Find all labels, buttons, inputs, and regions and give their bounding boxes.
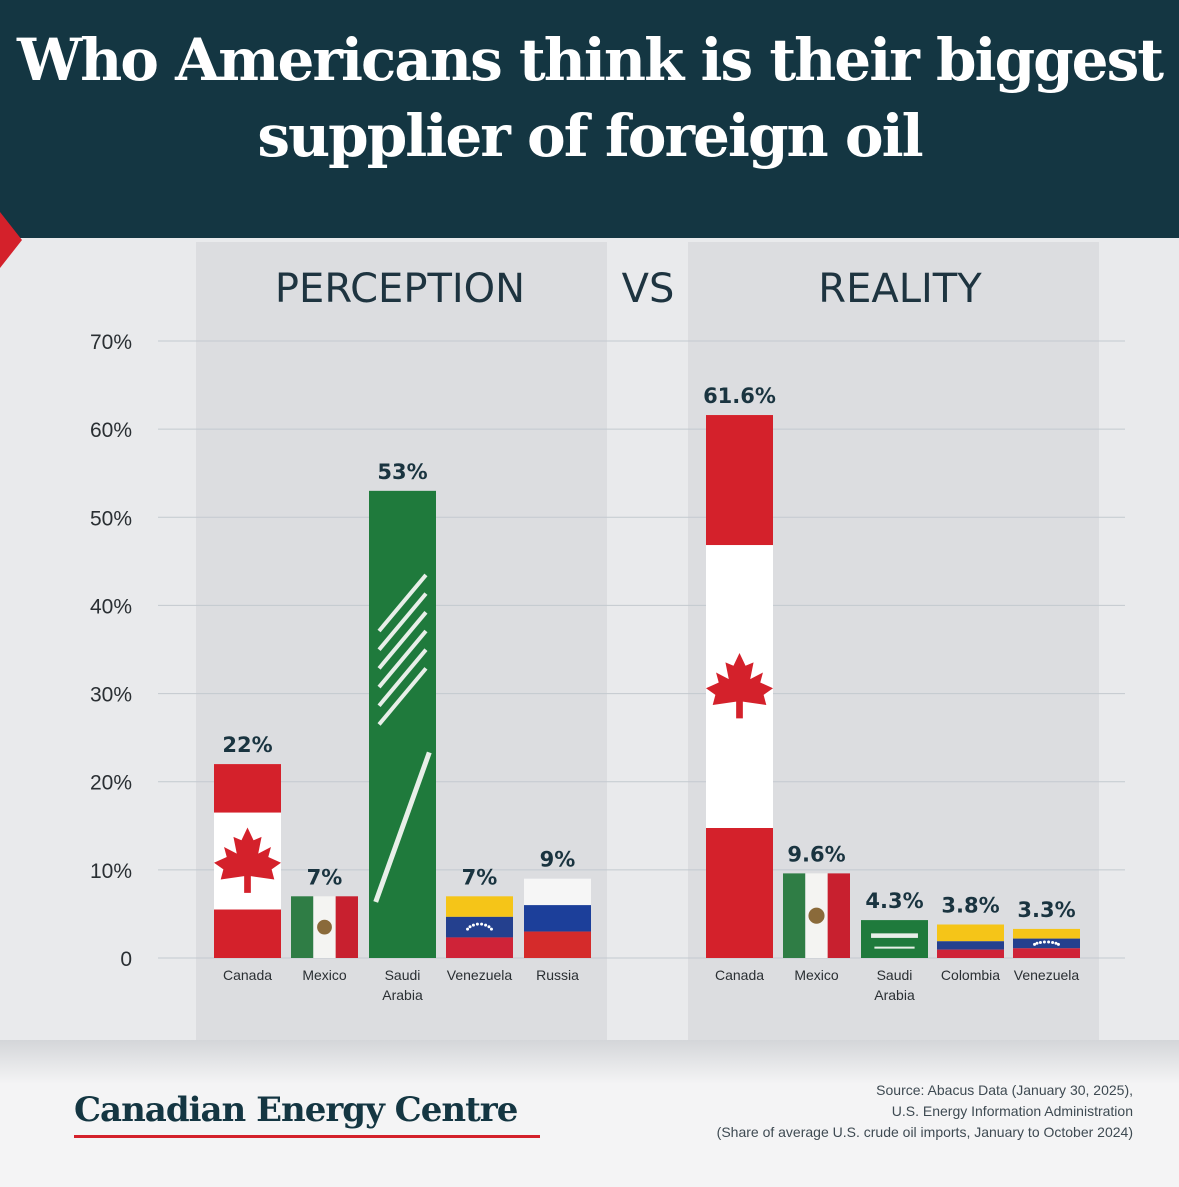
data-label: 9% <box>540 848 576 872</box>
y-tick-label: 20% <box>90 772 132 795</box>
bar-mexico <box>291 896 358 958</box>
data-label: 3.3% <box>1017 898 1075 922</box>
category-label: Saudi <box>385 967 421 983</box>
brand-logo: Canadian Energy Centre <box>74 1090 518 1130</box>
data-label: 9.6% <box>787 842 845 866</box>
data-label: 61.6% <box>703 384 776 408</box>
category-label: Arabia <box>874 987 915 1003</box>
reality-bars: 61.6% Canada 9.6% Mexico 4.3% Saudi Arabia 3.8%… <box>703 384 1080 1003</box>
category-label: Colombia <box>941 967 1000 983</box>
category-label: Venezuela <box>447 967 513 983</box>
category-label: Mexico <box>794 967 839 983</box>
bar-canada <box>214 764 281 958</box>
category-label: Mexico <box>302 967 347 983</box>
data-label: 22% <box>222 733 272 757</box>
y-axis: 0 10% 20% 30% 40% 50% 60% 70% <box>90 331 132 971</box>
page-title: Who Americans think is their biggest sup… <box>16 26 1164 170</box>
chart-area: 0 10% 20% 30% 40% 50% 60% 70% PERCEPTION VS REA… <box>90 242 1125 1040</box>
data-label: 3.8% <box>941 894 999 918</box>
y-tick-label: 40% <box>90 595 132 618</box>
source-line: U.S. Energy Information Administration <box>891 1103 1133 1119</box>
y-tick-label: 60% <box>90 419 132 442</box>
header-banner: Who Americans think is their biggest sup… <box>0 0 1179 238</box>
perception-title: PERCEPTION <box>275 266 525 312</box>
data-label: 7% <box>307 865 343 889</box>
category-label: Arabia <box>382 987 423 1003</box>
data-label: 53% <box>377 460 427 484</box>
bar-mexico <box>783 873 850 958</box>
data-label: 4.3% <box>865 889 923 913</box>
brand-underline <box>74 1135 540 1138</box>
reality-title: REALITY <box>818 266 982 312</box>
bar-russia <box>524 878 591 958</box>
y-tick-label: 50% <box>90 507 132 530</box>
category-label: Canada <box>715 967 764 983</box>
category-label: Venezuela <box>1014 967 1080 983</box>
category-label: Russia <box>536 967 579 983</box>
bar-saudi-arabia <box>369 490 436 958</box>
source-line: Source: Abacus Data (January 30, 2025), <box>876 1082 1133 1098</box>
bar-canada <box>706 415 773 958</box>
vs-label: VS <box>622 266 675 312</box>
bar-saudi-arabia <box>861 920 928 958</box>
data-label: 7% <box>462 865 498 889</box>
y-tick-label: 10% <box>90 860 132 883</box>
bar-colombia <box>937 924 1004 958</box>
red-tab-accent <box>0 212 22 268</box>
category-label: Saudi <box>877 967 913 983</box>
y-tick-label: 0 <box>120 948 132 971</box>
y-tick-label: 70% <box>90 331 132 354</box>
bar-venezuela <box>1013 928 1080 958</box>
y-tick-label: 30% <box>90 684 132 707</box>
source-note: Source: Abacus Data (January 30, 2025), … <box>573 1080 1133 1143</box>
footer: Canadian Energy Centre Source: Abacus Da… <box>0 1040 1179 1187</box>
category-label: Canada <box>223 967 272 983</box>
perception-bars: 22% Canada 7% Mexico 53% Saudi Arabia 7% Venezue… <box>214 460 591 1003</box>
bar-venezuela <box>446 896 513 958</box>
source-line: (Share of average U.S. crude oil imports… <box>716 1124 1133 1140</box>
